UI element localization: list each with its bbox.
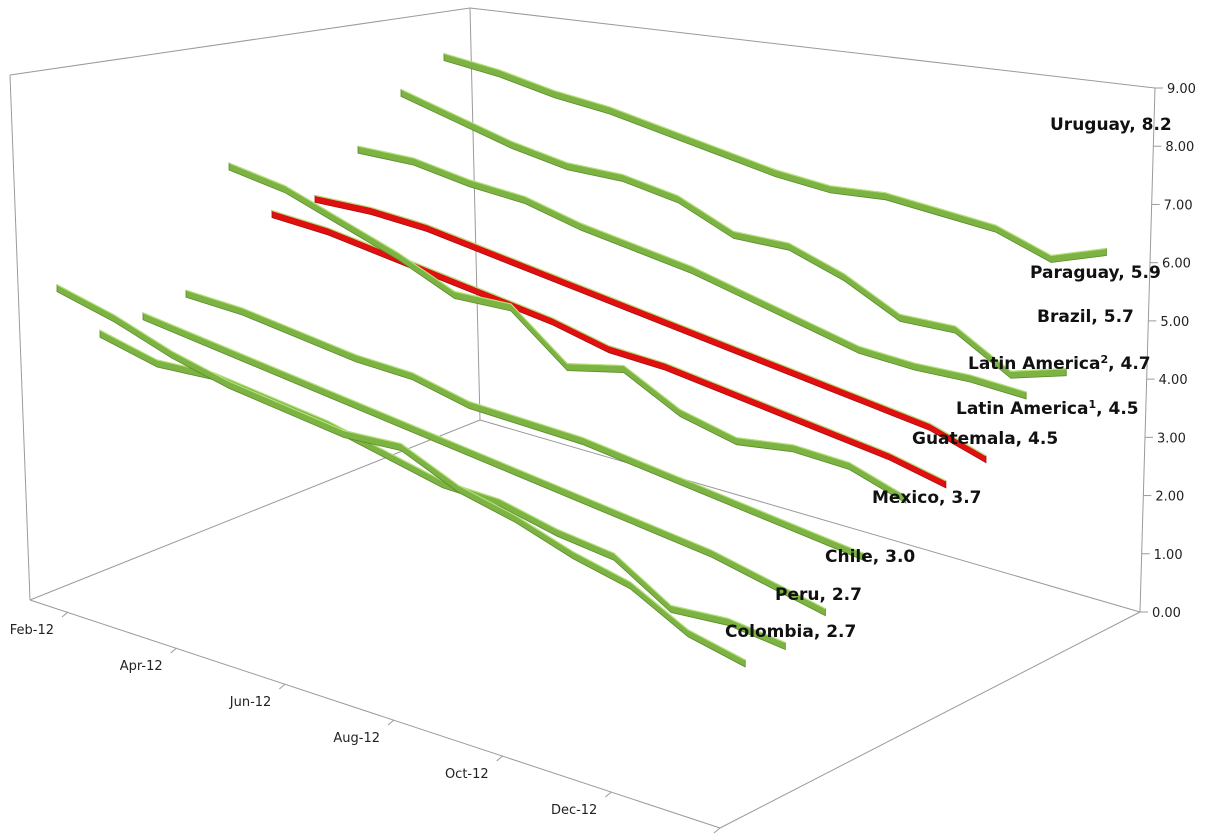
frame-edge: [469, 7, 1156, 89]
data-label: Uruguay, 8.2: [1050, 115, 1172, 135]
x-tick-label: Oct-12: [445, 767, 489, 782]
series-ribbon: [56, 284, 746, 668]
x-tick-mark: [279, 683, 286, 690]
frame-edge: [479, 419, 1141, 613]
x-tick-mark: [387, 719, 395, 726]
x-tick-label: Apr-12: [120, 659, 163, 674]
series-line: [314, 194, 987, 457]
x-tick-label: Feb-12: [10, 623, 54, 638]
data-label: Guatemala, 4.5: [912, 429, 1058, 449]
series-ribbon: [142, 312, 826, 617]
data-label: Latin America2, 4.7: [968, 353, 1151, 375]
x-tick-mark: [61, 611, 69, 618]
x-tick-mark: [713, 827, 721, 834]
chart-frame: [9, 7, 1156, 829]
y-tick-label: 5.00: [1160, 315, 1189, 330]
x-tick-label: Dec-12: [551, 803, 597, 818]
y-tick-label: 7.00: [1164, 198, 1193, 213]
series-line: [443, 53, 1107, 257]
frame-edge: [1139, 87, 1156, 613]
x-axis: Feb-12Apr-12Jun-12Aug-12Oct-12Dec-12Feb-…: [10, 611, 721, 840]
frame-edge: [9, 74, 31, 601]
series-ribbon: [228, 162, 907, 504]
y-tick-label: 0.00: [1152, 606, 1181, 621]
frame-edge: [719, 611, 1141, 829]
data-label: Paraguay, 5.9: [1030, 263, 1161, 283]
y-tick-label: 4.00: [1159, 373, 1188, 388]
series-line: [56, 284, 746, 661]
x-tick-label: Jun-12: [229, 695, 272, 710]
series-line: [185, 289, 866, 555]
plot-area: [56, 53, 1107, 668]
frame-edge: [29, 599, 721, 829]
series-ribbon: [357, 145, 1027, 400]
series-line: [357, 145, 1027, 393]
y-axis: 0.00 1.00 2.00 3.00 4.00 5.00 6.00 7.00 8.00 9.00: [1140, 82, 1196, 621]
x-tick-mark: [605, 791, 612, 798]
x-tick-mark: [170, 647, 177, 654]
data-label: Mexico, 3.7: [872, 488, 982, 508]
data-label: Colombia, 2.7: [725, 622, 856, 642]
x-tick-mark: [496, 755, 503, 762]
x-tick-label: Aug-12: [333, 731, 380, 746]
y-tick-label: 9.00: [1167, 82, 1196, 97]
series-ribbon: [99, 329, 786, 651]
series-line: [142, 312, 826, 610]
y-tick-label: 6.00: [1162, 257, 1191, 272]
data-labels: Colombia, 2.7 Peru, 2.7 Chile, 3.0 Mexico, …: [725, 115, 1172, 642]
series-line: [400, 88, 1067, 372]
y-tick-label: 2.00: [1155, 490, 1184, 505]
series-line: [228, 162, 907, 497]
series-ribbon: [185, 289, 866, 562]
y-tick-label: 8.00: [1165, 140, 1194, 155]
data-label: Brazil, 5.7: [1037, 307, 1134, 327]
data-label: Latin America1, 4.5: [956, 398, 1139, 420]
frame-edge: [29, 419, 481, 601]
frame-edge: [469, 7, 481, 421]
frame-edge: [9, 7, 471, 76]
data-label: Chile, 3.0: [825, 547, 915, 567]
series-ribbon: [314, 194, 987, 464]
y-tick-label: 3.00: [1157, 431, 1186, 446]
y-tick-label: 1.00: [1154, 548, 1183, 563]
data-label: Peru, 2.7: [775, 585, 862, 605]
